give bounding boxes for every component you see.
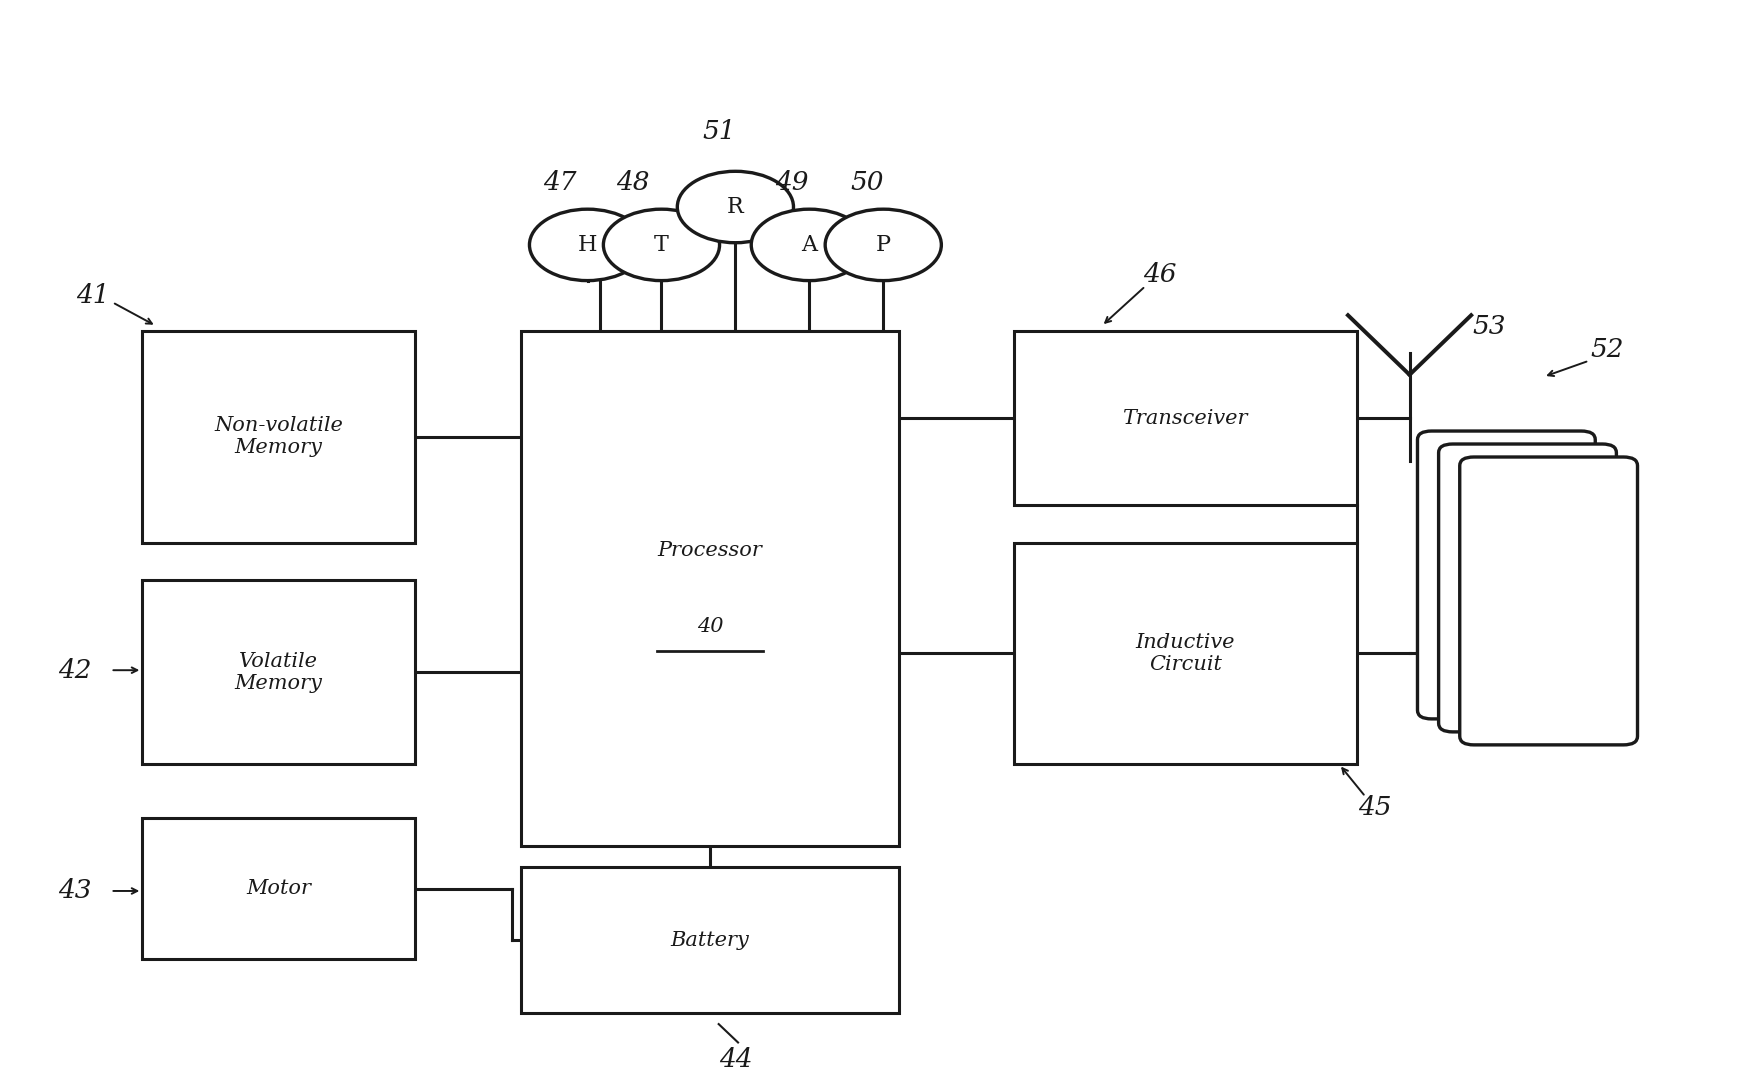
- Text: 52: 52: [1590, 337, 1624, 362]
- Bar: [520, 867, 899, 1013]
- Text: Non-volatile
Memory: Non-volatile Memory: [213, 417, 344, 458]
- Text: T: T: [654, 234, 668, 256]
- Text: Motor: Motor: [247, 879, 310, 898]
- Circle shape: [603, 209, 719, 281]
- Text: 43: 43: [58, 879, 92, 904]
- FancyBboxPatch shape: [1460, 457, 1638, 745]
- Text: 50: 50: [852, 169, 885, 194]
- Circle shape: [529, 209, 645, 281]
- Circle shape: [825, 209, 941, 281]
- FancyBboxPatch shape: [1439, 444, 1617, 732]
- Text: 48: 48: [617, 169, 651, 194]
- Text: 42: 42: [58, 658, 92, 682]
- Text: A: A: [802, 234, 818, 256]
- Bar: [1014, 331, 1358, 505]
- Text: Volatile
Memory: Volatile Memory: [234, 652, 323, 693]
- Text: 44: 44: [719, 1047, 753, 1072]
- Text: Inductive
Circuit: Inductive Circuit: [1135, 633, 1234, 674]
- Text: Transceiver: Transceiver: [1123, 409, 1248, 427]
- Text: 53: 53: [1472, 314, 1506, 339]
- Circle shape: [677, 171, 793, 243]
- Bar: [1014, 542, 1358, 764]
- Text: Processor: Processor: [658, 541, 762, 560]
- Circle shape: [751, 209, 867, 281]
- FancyBboxPatch shape: [1417, 431, 1596, 719]
- Bar: [143, 818, 414, 959]
- Text: 46: 46: [1142, 261, 1176, 286]
- Text: 45: 45: [1358, 795, 1391, 820]
- Text: 47: 47: [543, 169, 577, 194]
- Text: 51: 51: [703, 118, 737, 143]
- Text: 40: 40: [696, 617, 723, 636]
- Text: 41: 41: [76, 283, 109, 308]
- Text: P: P: [876, 234, 890, 256]
- Bar: [143, 331, 414, 542]
- Text: R: R: [726, 196, 744, 218]
- Text: H: H: [578, 234, 598, 256]
- Bar: [143, 580, 414, 764]
- Bar: [520, 331, 899, 845]
- Text: 49: 49: [776, 169, 809, 194]
- Text: Battery: Battery: [670, 931, 749, 949]
